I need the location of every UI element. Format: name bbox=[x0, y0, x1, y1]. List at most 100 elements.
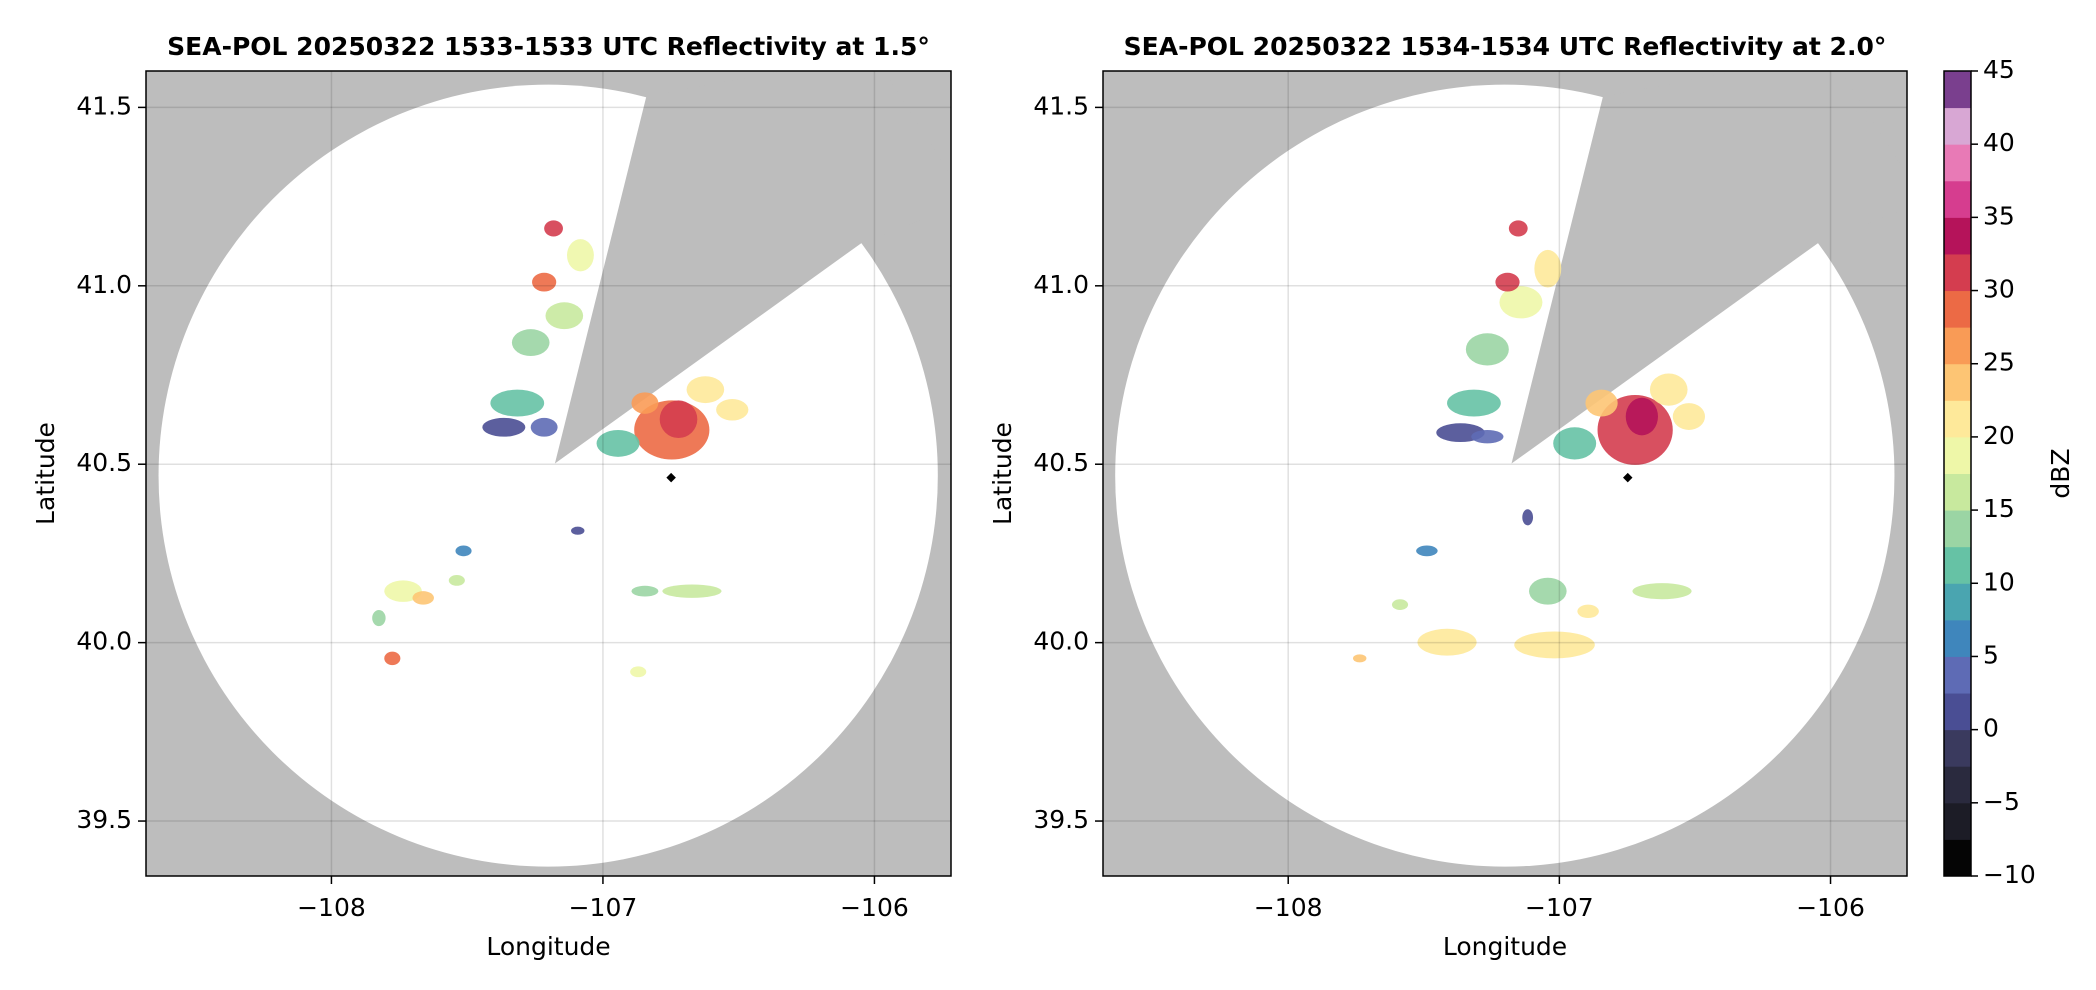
echo bbox=[1522, 509, 1534, 526]
colorbar-frame bbox=[1943, 70, 1972, 877]
echo bbox=[372, 609, 386, 627]
y-tick-label: 40.5 bbox=[76, 448, 132, 477]
colorbar-band bbox=[1944, 546, 1971, 584]
echo bbox=[1447, 389, 1501, 417]
colorbar-band bbox=[1944, 583, 1971, 621]
echo bbox=[1495, 272, 1520, 292]
colorbar-band bbox=[1944, 729, 1971, 767]
colorbar-band bbox=[1944, 327, 1971, 365]
echo bbox=[412, 591, 434, 605]
y-axis-label: Latitude bbox=[31, 422, 60, 525]
chart-title: SEA-POL 20250322 1534-1534 UTC Reflectiv… bbox=[1124, 32, 1887, 61]
echo bbox=[1529, 577, 1567, 605]
x-tick-label: −106 bbox=[1796, 893, 1865, 922]
echo bbox=[482, 417, 526, 437]
plot-frame bbox=[1102, 70, 1908, 877]
echo bbox=[455, 545, 472, 557]
colorbar-band bbox=[1944, 71, 1971, 109]
y-tick-label: 41.5 bbox=[76, 91, 132, 120]
echo bbox=[544, 220, 563, 237]
echo bbox=[532, 272, 557, 292]
colorbar-band bbox=[1944, 473, 1971, 511]
y-axis-label: Latitude bbox=[988, 422, 1017, 525]
colorbar-band bbox=[1944, 253, 1971, 292]
x-tick-label: −108 bbox=[1254, 893, 1323, 922]
echo bbox=[1471, 429, 1504, 444]
colorbar-band bbox=[1944, 290, 1971, 328]
y-tick-label: 40.0 bbox=[76, 627, 132, 656]
echo bbox=[630, 666, 647, 678]
echo bbox=[1553, 427, 1597, 460]
y-tick-label: 41.5 bbox=[1033, 91, 1089, 120]
echo bbox=[1632, 583, 1692, 600]
colorbar-band bbox=[1944, 802, 1971, 840]
x-axis-label: Longitude bbox=[486, 932, 610, 961]
colorbar-band bbox=[1944, 619, 1971, 657]
echo bbox=[1672, 403, 1706, 430]
x-tick-label: −107 bbox=[1525, 893, 1594, 922]
echo bbox=[384, 580, 422, 602]
colorbar-band bbox=[1944, 436, 1971, 474]
echo bbox=[596, 429, 640, 457]
echo bbox=[1577, 604, 1599, 619]
x-tick-label: −106 bbox=[840, 893, 909, 922]
y-tick-label: 40.0 bbox=[1033, 627, 1089, 656]
echo bbox=[1391, 599, 1409, 610]
echo bbox=[1465, 333, 1509, 366]
echo bbox=[1649, 373, 1688, 406]
echo bbox=[1416, 545, 1438, 557]
colorbar-band bbox=[1944, 510, 1971, 548]
echo bbox=[530, 417, 558, 437]
colorbar-tick-label: 10 bbox=[1983, 567, 2015, 596]
radar-sweep bbox=[158, 71, 951, 867]
radar-sweep bbox=[1115, 71, 1907, 867]
echo bbox=[631, 585, 659, 597]
colorbar-tick-label: 15 bbox=[1983, 494, 2015, 523]
x-tick-label: −108 bbox=[297, 893, 366, 922]
colorbar-band bbox=[1944, 144, 1971, 182]
y-tick-label: 39.5 bbox=[1033, 805, 1089, 834]
y-tick-label: 41.0 bbox=[1033, 270, 1089, 299]
echo bbox=[1514, 631, 1595, 659]
colorbar-band bbox=[1944, 400, 1971, 438]
echo bbox=[566, 239, 594, 272]
colorbar-tick-label: 5 bbox=[1983, 640, 1999, 669]
colorbar-band bbox=[1944, 180, 1971, 218]
colorbar-band bbox=[1944, 693, 1971, 731]
colorbar-tick-label: 0 bbox=[1983, 714, 1999, 743]
echo bbox=[1508, 220, 1528, 237]
plot-frame bbox=[145, 70, 952, 877]
echo bbox=[716, 399, 749, 421]
colorbar-tick-label: 35 bbox=[1983, 201, 2015, 230]
colorbar-tick-label: −5 bbox=[1983, 787, 2020, 816]
chart-title: SEA-POL 20250322 1533-1533 UTC Reflectiv… bbox=[167, 32, 930, 61]
echo bbox=[490, 389, 545, 417]
colorbar-label: dBZ bbox=[2046, 448, 2075, 498]
site-marker bbox=[666, 472, 676, 483]
site-marker bbox=[1623, 472, 1633, 483]
y-tick-label: 40.5 bbox=[1033, 448, 1089, 477]
colorbar-tick-label: 40 bbox=[1983, 128, 2015, 157]
echo bbox=[1417, 628, 1477, 656]
echo bbox=[1625, 397, 1658, 436]
blocked-sector bbox=[1511, 71, 1907, 464]
colorbar-tick-label: −10 bbox=[1983, 860, 2036, 889]
colorbar-band bbox=[1944, 766, 1971, 804]
colorbar-band bbox=[1944, 656, 1971, 694]
echo bbox=[384, 651, 401, 666]
echo bbox=[1585, 389, 1618, 417]
x-tick-label: −107 bbox=[569, 893, 638, 922]
plot-area bbox=[1103, 71, 1907, 876]
echo bbox=[662, 584, 722, 598]
echo bbox=[571, 526, 585, 535]
x-axis-label: Longitude bbox=[1443, 932, 1567, 961]
echo bbox=[511, 329, 550, 357]
blocked-sector bbox=[554, 71, 951, 464]
colorbar-tick-label: 30 bbox=[1983, 275, 2015, 304]
colorbar-band bbox=[1944, 363, 1971, 401]
y-tick-label: 39.5 bbox=[76, 805, 132, 834]
echo bbox=[1499, 286, 1543, 319]
echo bbox=[1534, 249, 1562, 288]
colorbar-tick-label: 45 bbox=[1983, 55, 2015, 84]
